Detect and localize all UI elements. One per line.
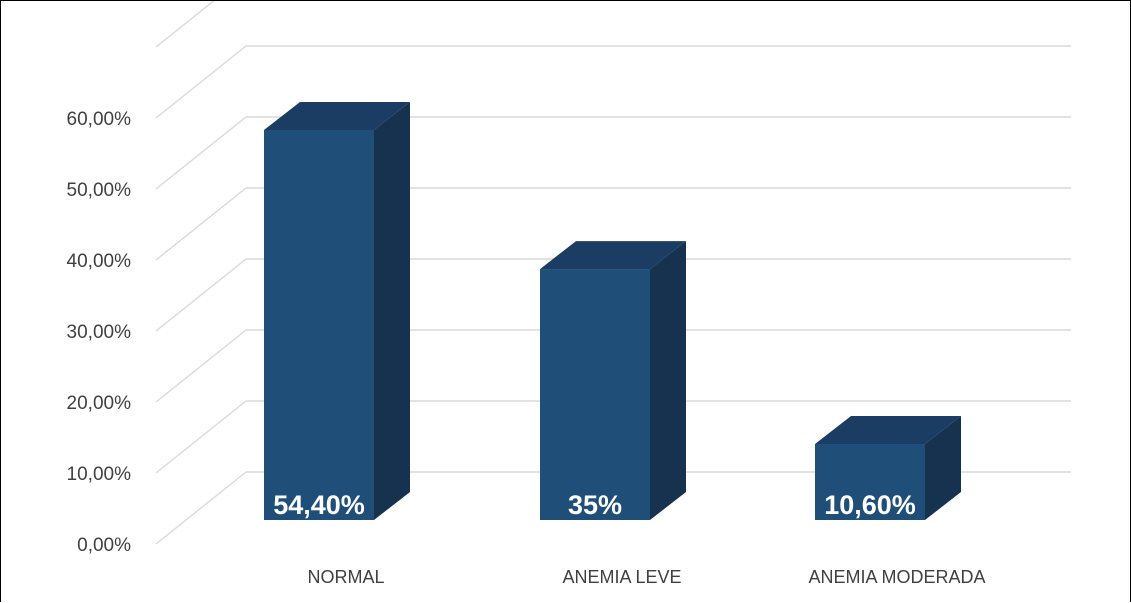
x-category-label: ANEMIA MODERADA <box>808 567 985 587</box>
gridline-diagonal <box>155 258 247 332</box>
y-tick-label: 40,00% <box>67 251 132 272</box>
y-tick-label: 30,00% <box>67 322 132 343</box>
y-tick-label: 10,00% <box>67 464 132 485</box>
gridline-diagonal <box>155 45 247 119</box>
y-tick-label: 60,00% <box>67 109 132 130</box>
x-category-label: NORMAL <box>307 567 384 587</box>
bars: 54,40% 35% 10,60% <box>264 102 961 521</box>
gridline-diagonal <box>155 400 247 474</box>
bar-top <box>264 102 410 130</box>
gridline-diagonal <box>155 329 247 403</box>
y-tick-label: 50,00% <box>67 180 132 201</box>
gridline-diagonal <box>155 116 247 190</box>
y-tick-label: 0,00% <box>77 535 131 556</box>
bar <box>540 269 650 520</box>
bar <box>264 130 374 520</box>
bar-top <box>815 416 961 445</box>
gridline-diagonal <box>155 187 247 261</box>
x-axis-category-labels: NORMAL ANEMIA LEVE ANEMIA MODERADA <box>307 567 985 587</box>
bar-data-label: 54,40% <box>273 490 365 520</box>
bar-side <box>925 416 961 520</box>
gridline-diagonal <box>155 471 247 545</box>
bar-side <box>374 102 410 520</box>
bar-top <box>540 241 686 270</box>
bar-side <box>650 241 686 521</box>
y-tick-label: 20,00% <box>67 393 132 414</box>
gridline-diagonal <box>155 1 215 48</box>
y-axis-tick-labels: 0,00% 10,00% 20,00% 30,00% 40,00% 50,00% 60,00… <box>67 109 132 556</box>
bar-data-label: 10,60% <box>824 490 916 520</box>
bar <box>815 444 925 520</box>
x-category-label: ANEMIA LEVE <box>562 567 681 587</box>
bar-data-label: 35% <box>568 490 622 520</box>
